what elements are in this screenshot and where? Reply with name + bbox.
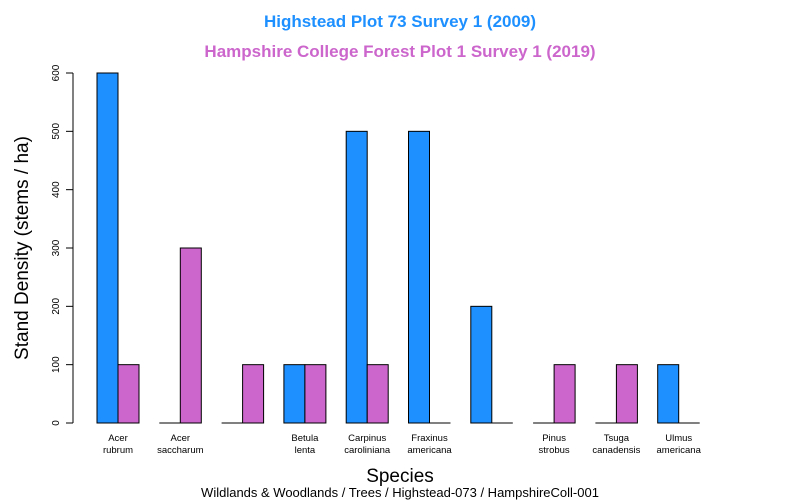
y-tick-label: 300 <box>51 239 62 256</box>
bars-group <box>96 72 700 424</box>
bar-highstead-5 <box>408 130 430 424</box>
chart-title-series-2: Hampshire College Forest Plot 1 Survey 1… <box>204 42 595 61</box>
bar-hampshire-8 <box>615 364 638 424</box>
x-axis-category-labels: Acer rubrum Acer saccharum Betula lenta Carpin… <box>103 433 702 456</box>
x-category-label: Pinus strobus <box>539 433 570 456</box>
bar-highstead-4 <box>345 130 368 424</box>
bar-hampshire-3 <box>304 364 327 424</box>
x-category-label: Betula lenta <box>291 433 319 456</box>
y-axis: 0 100 200 300 400 500 600 <box>51 64 74 426</box>
x-category-label: Acer rubrum <box>103 433 133 456</box>
x-category-label: Fraxinus americana <box>407 433 452 456</box>
y-tick-label: 400 <box>51 181 62 198</box>
y-tick-label: 0 <box>51 420 62 426</box>
y-tick-label: 600 <box>51 64 62 81</box>
bar-highstead-0 <box>96 72 119 424</box>
x-axis-title: Species <box>366 466 434 487</box>
bar-highstead-6 <box>470 305 493 424</box>
x-category-label: Carpinus caroliniana <box>344 433 391 456</box>
chart-title-series-1: Highstead Plot 73 Survey 1 (2009) <box>264 12 536 31</box>
bar-highstead-9 <box>657 364 680 424</box>
x-category-label: Acer saccharum <box>157 433 204 456</box>
y-tick-label: 200 <box>51 298 62 315</box>
bar-hampshire-4 <box>366 364 389 424</box>
x-category-label: Tsuga canadensis <box>592 433 640 456</box>
bar-hampshire-0 <box>117 364 140 424</box>
y-tick-label: 500 <box>51 123 62 140</box>
y-tick-label: 100 <box>51 356 62 373</box>
x-category-label: Ulmus americana <box>657 433 702 456</box>
bar-highstead-3 <box>283 364 306 424</box>
chart-caption: Wildlands & Woodlands / Trees / Highstea… <box>201 485 599 500</box>
bar-hampshire-2 <box>242 364 265 424</box>
bar-hampshire-1 <box>179 247 202 424</box>
bar-hampshire-7 <box>553 364 576 424</box>
y-axis-title: Stand Density (stems / ha) <box>12 136 33 360</box>
